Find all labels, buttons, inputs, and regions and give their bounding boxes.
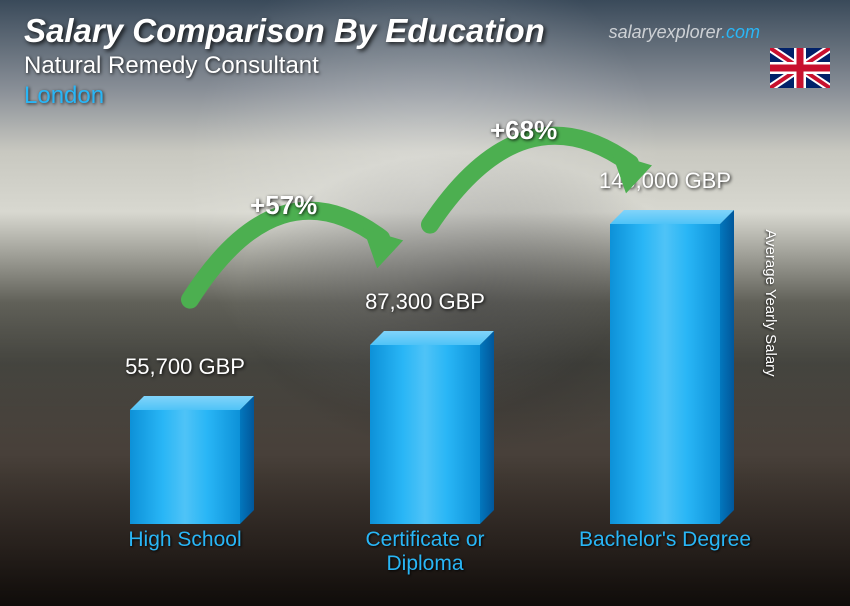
watermark-brand: salaryexplorer — [609, 22, 721, 42]
uk-flag-icon — [770, 48, 830, 88]
bar-front-face — [130, 410, 240, 524]
bar-side-face — [240, 396, 254, 524]
bar-side-face — [480, 331, 494, 524]
increase-badge: +57% — [250, 190, 317, 221]
bar-group: 55,700 GBPHigh School — [90, 396, 280, 576]
bar-front-face — [370, 345, 480, 524]
bar-label: Bachelor's Degree — [570, 528, 760, 576]
increase-badge: +68% — [490, 115, 557, 146]
watermark-suffix: .com — [721, 22, 760, 42]
bar-chart: 55,700 GBPHigh School87,300 GBPCertifica… — [60, 150, 790, 576]
subtitle: Natural Remedy Consultant — [24, 52, 826, 80]
bar-side-face — [720, 210, 734, 524]
watermark: salaryexplorer.com — [609, 22, 760, 43]
bar-group: 87,300 GBPCertificate or Diploma — [330, 331, 520, 576]
bar-label: High School — [90, 528, 280, 576]
bar-value: 55,700 GBP — [90, 354, 280, 380]
bar-top-face — [130, 396, 254, 410]
bar-label: Certificate or Diploma — [330, 528, 520, 576]
